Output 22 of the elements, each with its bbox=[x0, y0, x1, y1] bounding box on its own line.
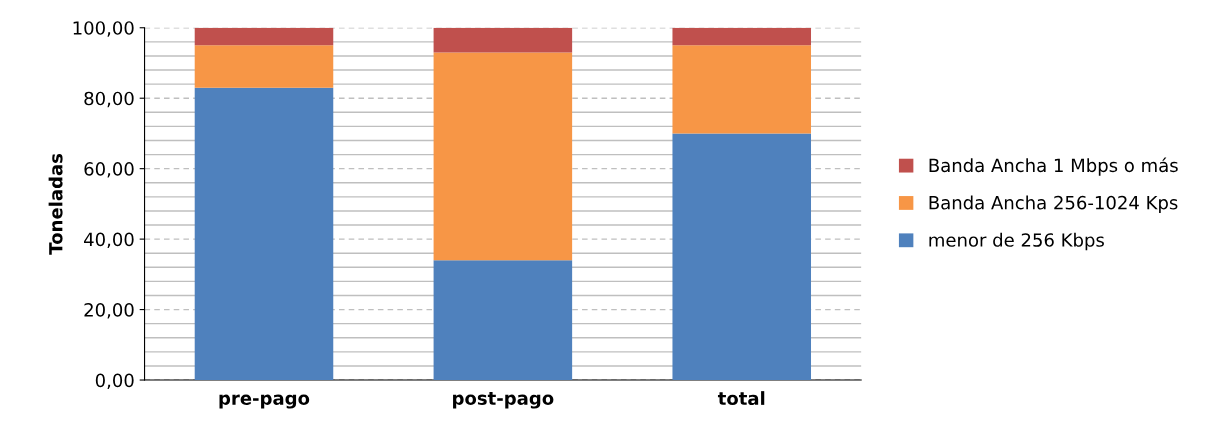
y-tick-label: 60,00 bbox=[84, 162, 134, 178]
bar bbox=[672, 27, 812, 46]
y-tick-label: 80,00 bbox=[84, 91, 134, 108]
bar bbox=[433, 27, 573, 53]
x-tick-label: pre-pago bbox=[219, 394, 310, 409]
x-tick-label: total bbox=[717, 391, 765, 406]
y-tick-label: 20,00 bbox=[84, 303, 134, 319]
y-tick-label: 40,00 bbox=[84, 232, 134, 249]
bar bbox=[672, 45, 812, 134]
bar bbox=[433, 260, 573, 381]
y-tick-label: 100,00 bbox=[73, 21, 134, 37]
y-axis-title: Toneladas bbox=[48, 153, 63, 255]
bar bbox=[194, 87, 334, 381]
bar bbox=[194, 45, 334, 88]
x-tick-label: post-pago bbox=[453, 392, 554, 409]
bar bbox=[672, 133, 812, 381]
legend-label: menor de 256 Kbps bbox=[929, 232, 1104, 251]
bar bbox=[194, 27, 334, 46]
bar bbox=[433, 52, 573, 261]
legend-label: Banda Ancha 1 Mbps o más bbox=[929, 157, 1178, 176]
legend-label: Banda Ancha 256-1024 Kps bbox=[929, 195, 1178, 213]
y-tick-label: 0,00 bbox=[95, 373, 134, 389]
